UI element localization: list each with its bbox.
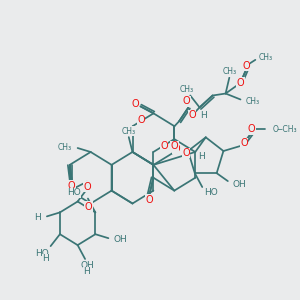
Text: HO: HO (67, 188, 80, 197)
Text: O: O (171, 141, 178, 151)
Text: O: O (183, 97, 190, 106)
Text: CH₃: CH₃ (179, 85, 194, 94)
Text: CH₃: CH₃ (58, 142, 72, 152)
Text: OH: OH (80, 261, 94, 270)
Text: O: O (237, 78, 244, 88)
Text: HO: HO (35, 248, 49, 257)
Text: O: O (182, 148, 190, 158)
Text: O: O (188, 110, 196, 120)
Text: O: O (248, 124, 255, 134)
Text: O: O (240, 138, 248, 148)
Text: O: O (160, 140, 168, 151)
Text: H: H (84, 267, 90, 276)
Text: CH₃: CH₃ (222, 67, 236, 76)
Text: CH₃: CH₃ (122, 127, 136, 136)
Text: OH: OH (114, 235, 128, 244)
Text: H: H (200, 111, 207, 120)
Text: O: O (146, 194, 154, 205)
Text: O: O (68, 181, 75, 191)
Text: HO: HO (204, 188, 218, 197)
Text: H: H (42, 254, 49, 263)
Text: H: H (34, 213, 40, 222)
Text: O: O (131, 99, 139, 110)
Text: O: O (85, 202, 92, 212)
Text: CH₃: CH₃ (259, 53, 273, 62)
Text: O─CH₃: O─CH₃ (273, 125, 297, 134)
Text: H: H (198, 152, 204, 161)
Text: O: O (83, 182, 91, 192)
Text: O: O (242, 61, 250, 71)
Text: O: O (137, 115, 145, 125)
Text: OH: OH (232, 180, 246, 189)
Text: O: O (172, 144, 180, 154)
Text: CH₃: CH₃ (246, 97, 260, 106)
Text: methyl: methyl (272, 126, 296, 132)
